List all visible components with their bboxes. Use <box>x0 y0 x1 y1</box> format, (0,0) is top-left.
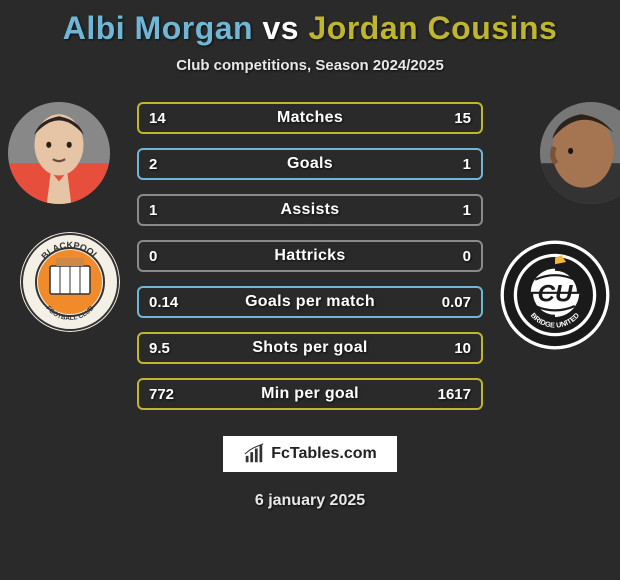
stat-value-p2: 1617 <box>438 386 471 403</box>
stat-row: 772Min per goal1617 <box>137 378 483 410</box>
player1-avatar-svg <box>8 102 110 204</box>
title-vs: vs <box>262 10 299 46</box>
stat-row: 0.14Goals per match0.07 <box>137 286 483 318</box>
stat-row: 0Hattricks0 <box>137 240 483 272</box>
stat-value-p1: 1 <box>149 202 157 219</box>
title-player1: Albi Morgan <box>63 10 253 46</box>
title-player2: Jordan Cousins <box>308 10 557 46</box>
stat-label: Hattricks <box>139 247 481 265</box>
site-logo-text: FcTables.com <box>271 445 377 463</box>
stat-row: 1Assists1 <box>137 194 483 226</box>
stat-value-p2: 0 <box>463 248 471 265</box>
player1-avatar <box>8 102 110 204</box>
stat-value-p2: 1 <box>463 202 471 219</box>
stat-value-p2: 10 <box>454 340 471 357</box>
player2-avatar <box>540 102 620 204</box>
page-title: Albi Morgan vs Jordan Cousins <box>0 0 620 47</box>
stat-label: Goals per match <box>139 293 481 311</box>
player2-club-svg: CU BRIDGE UNITED <box>500 240 610 350</box>
player1-club-svg: BLACKPOOL FOOTBALL CLUB <box>20 232 120 332</box>
player1-club-badge: BLACKPOOL FOOTBALL CLUB <box>20 232 120 332</box>
stat-value-p1: 9.5 <box>149 340 170 357</box>
stat-value-p2: 0.07 <box>442 294 471 311</box>
stat-row: 14Matches15 <box>137 102 483 134</box>
stat-value-p1: 2 <box>149 156 157 173</box>
stat-label: Assists <box>139 201 481 219</box>
stat-rows: 14Matches152Goals11Assists10Hattricks00.… <box>137 102 483 410</box>
chart-icon <box>243 443 265 465</box>
svg-text:CU: CU <box>538 281 573 308</box>
stat-label: Goals <box>139 155 481 173</box>
stat-row: 9.5Shots per goal10 <box>137 332 483 364</box>
date-label: 6 january 2025 <box>0 492 620 510</box>
stat-value-p1: 0 <box>149 248 157 265</box>
stat-value-p2: 15 <box>454 110 471 127</box>
stat-label: Shots per goal <box>139 339 481 357</box>
player2-avatar-svg <box>540 102 620 204</box>
stat-value-p2: 1 <box>463 156 471 173</box>
stat-label: Min per goal <box>139 385 481 403</box>
stats-panel: BLACKPOOL FOOTBALL CLUB CU BRIDGE UNITED… <box>0 102 620 410</box>
stat-row: 2Goals1 <box>137 148 483 180</box>
stat-label: Matches <box>139 109 481 127</box>
stat-value-p1: 14 <box>149 110 166 127</box>
subtitle: Club competitions, Season 2024/2025 <box>0 57 620 74</box>
stat-value-p1: 0.14 <box>149 294 178 311</box>
stat-value-p1: 772 <box>149 386 174 403</box>
player2-club-badge: CU BRIDGE UNITED <box>500 240 610 350</box>
site-logo: FcTables.com <box>223 436 397 472</box>
